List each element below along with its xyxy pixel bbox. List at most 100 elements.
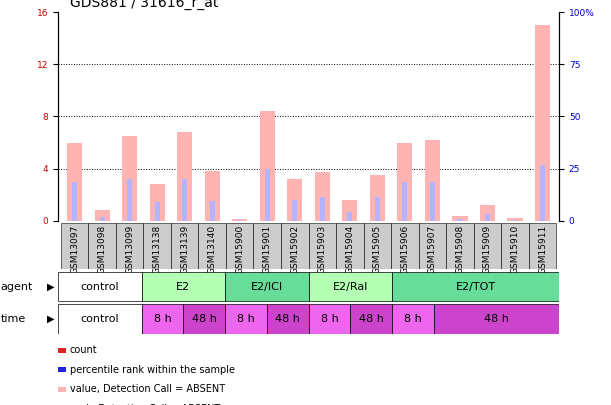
Text: 8 h: 8 h: [237, 314, 255, 324]
Bar: [392, 305, 434, 334]
Bar: [336, 223, 364, 269]
Text: GSM13098: GSM13098: [98, 225, 106, 274]
Text: control: control: [81, 281, 119, 292]
Text: ▶: ▶: [47, 314, 54, 324]
Bar: [315, 173, 330, 221]
Bar: [485, 214, 490, 221]
Bar: [350, 305, 392, 334]
Text: E2/TOT: E2/TOT: [455, 281, 496, 292]
Bar: [58, 272, 142, 301]
Bar: [320, 197, 325, 221]
Text: GSM15910: GSM15910: [511, 225, 519, 274]
Bar: [458, 219, 463, 221]
Text: percentile rank within the sample: percentile rank within the sample: [70, 365, 235, 375]
Text: GSM15904: GSM15904: [345, 225, 354, 274]
Text: GSM15911: GSM15911: [538, 225, 547, 274]
Text: GSM15907: GSM15907: [428, 225, 437, 274]
Bar: [370, 175, 385, 221]
Text: 8 h: 8 h: [404, 314, 422, 324]
Text: GSM15900: GSM15900: [235, 225, 244, 274]
Bar: [205, 171, 220, 221]
Bar: [225, 272, 309, 301]
Bar: [281, 223, 309, 269]
Bar: [419, 223, 446, 269]
Text: count: count: [70, 345, 97, 355]
Text: rank, Detection Call = ABSENT: rank, Detection Call = ABSENT: [70, 404, 220, 405]
Bar: [540, 165, 545, 221]
Text: 48 h: 48 h: [484, 314, 509, 324]
Bar: [446, 223, 474, 269]
Bar: [67, 143, 82, 221]
Bar: [226, 223, 254, 269]
Text: GSM13097: GSM13097: [70, 225, 79, 274]
Text: GSM15908: GSM15908: [455, 225, 464, 274]
Bar: [348, 211, 353, 221]
Bar: [116, 223, 144, 269]
Text: 48 h: 48 h: [192, 314, 217, 324]
Bar: [225, 305, 267, 334]
Bar: [61, 223, 89, 269]
Bar: [392, 272, 559, 301]
Text: 48 h: 48 h: [359, 314, 384, 324]
Bar: [171, 223, 199, 269]
Bar: [89, 223, 116, 269]
Text: GSM15906: GSM15906: [400, 225, 409, 274]
Text: 8 h: 8 h: [321, 314, 338, 324]
Bar: [474, 223, 501, 269]
Bar: [199, 223, 226, 269]
Text: time: time: [1, 314, 26, 324]
Bar: [232, 220, 247, 221]
Text: ▶: ▶: [47, 281, 54, 292]
Bar: [237, 220, 242, 221]
Bar: [100, 217, 104, 221]
Bar: [535, 25, 550, 221]
Text: GSM15902: GSM15902: [290, 225, 299, 274]
Text: GSM13138: GSM13138: [153, 225, 162, 274]
Text: E2/ICI: E2/ICI: [251, 281, 283, 292]
Bar: [364, 223, 391, 269]
Bar: [155, 202, 159, 221]
Bar: [403, 181, 408, 221]
Text: agent: agent: [1, 281, 33, 292]
Bar: [391, 223, 419, 269]
Bar: [342, 200, 357, 221]
Bar: [375, 197, 380, 221]
Bar: [122, 136, 137, 221]
Bar: [177, 132, 192, 221]
Text: GSM13139: GSM13139: [180, 225, 189, 274]
Bar: [210, 201, 214, 221]
Bar: [142, 305, 183, 334]
Text: E2: E2: [176, 281, 191, 292]
Text: GSM15909: GSM15909: [483, 225, 492, 274]
Bar: [292, 200, 298, 221]
Bar: [529, 223, 556, 269]
Bar: [309, 272, 392, 301]
Text: GSM15905: GSM15905: [373, 225, 382, 274]
Bar: [254, 223, 281, 269]
Bar: [142, 272, 225, 301]
Text: GSM15903: GSM15903: [318, 225, 327, 274]
Text: GDS881 / 31616_r_at: GDS881 / 31616_r_at: [70, 0, 219, 10]
Bar: [150, 184, 165, 221]
Bar: [480, 205, 495, 221]
Bar: [430, 181, 435, 221]
Bar: [397, 143, 412, 221]
Bar: [425, 140, 440, 221]
Bar: [287, 179, 302, 221]
Bar: [72, 181, 77, 221]
Bar: [309, 305, 350, 334]
Text: control: control: [81, 314, 119, 324]
Bar: [144, 223, 171, 269]
Text: GSM13140: GSM13140: [208, 225, 217, 274]
Text: 8 h: 8 h: [153, 314, 171, 324]
Bar: [127, 179, 132, 221]
Bar: [434, 305, 559, 334]
Bar: [265, 168, 269, 221]
Bar: [183, 305, 225, 334]
Bar: [309, 223, 336, 269]
Bar: [182, 179, 187, 221]
Bar: [508, 218, 522, 221]
Text: GSM13099: GSM13099: [125, 225, 134, 274]
Bar: [260, 111, 275, 221]
Text: value, Detection Call = ABSENT: value, Detection Call = ABSENT: [70, 384, 225, 394]
